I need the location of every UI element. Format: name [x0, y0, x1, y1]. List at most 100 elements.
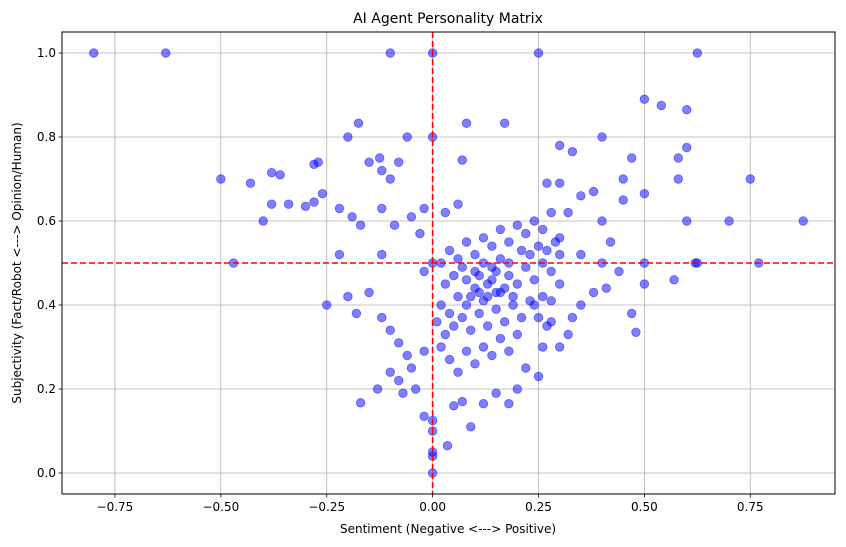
scatter-point: [533, 371, 544, 382]
scatter-point: [355, 220, 366, 230]
scatter-point: [402, 350, 412, 361]
scatter-point: [563, 329, 573, 340]
scatter-point: [692, 48, 703, 58]
scatter-point: [374, 153, 385, 163]
scatter-point: [440, 207, 451, 218]
scatter-point: [542, 321, 552, 331]
scatter-point: [398, 388, 408, 398]
scatter-point: [546, 266, 556, 277]
scatter-point: [385, 48, 395, 58]
scatter-point: [550, 237, 561, 247]
scatter-point: [538, 291, 548, 302]
y-tick-label: 0.8: [37, 130, 56, 144]
scatter-point: [442, 441, 453, 451]
scatter-point: [533, 312, 544, 323]
scatter-point: [436, 300, 446, 310]
scatter-point: [546, 207, 556, 218]
scatter-point: [504, 399, 514, 409]
scatter-point: [372, 384, 383, 394]
scatter-point: [343, 291, 353, 302]
scatter-point: [673, 153, 683, 163]
scatter-point: [482, 279, 493, 289]
scatter-point: [495, 333, 506, 344]
scatter-point: [576, 300, 586, 310]
scatter-point: [512, 329, 523, 340]
scatter-point: [461, 300, 472, 310]
scatter-point: [245, 178, 256, 188]
scatter-point: [516, 312, 527, 323]
scatter-point: [554, 178, 565, 188]
scatter-point: [436, 342, 446, 352]
scatter-point: [601, 283, 611, 293]
scatter-point: [474, 308, 484, 319]
scatter-point: [745, 174, 755, 184]
reference-lines: [62, 32, 835, 494]
scatter-point: [389, 220, 400, 230]
scatter-point: [669, 275, 679, 285]
scatter-point: [588, 186, 599, 197]
scatter-point: [508, 291, 518, 302]
scatter-point: [491, 266, 501, 277]
x-tick-label: 0.75: [737, 500, 764, 514]
scatter-point: [402, 132, 412, 142]
scatter-point: [639, 279, 650, 289]
scatter-point: [444, 308, 455, 319]
scatter-point: [466, 325, 476, 335]
scatter-point: [529, 216, 539, 226]
x-axis-ticks: −0.75 −0.50 −0.25 0.00 0.25 0.50 0.75: [97, 494, 764, 514]
scatter-point: [394, 338, 404, 348]
scatter-point: [478, 342, 489, 352]
scatter-point: [631, 327, 641, 338]
scatter-point: [682, 104, 692, 115]
scatter-point: [618, 195, 628, 205]
scatter-point: [309, 159, 319, 170]
scatter-point: [457, 396, 467, 407]
scatter-point: [504, 237, 514, 247]
scatter-point: [415, 228, 425, 239]
scatter-point: [682, 216, 692, 226]
y-tick-label: 0.4: [37, 298, 56, 312]
scatter-point: [351, 308, 362, 319]
scatter-point: [216, 174, 226, 184]
scatter-point: [499, 118, 510, 128]
scatter-point: [639, 94, 650, 104]
scatter-point: [449, 270, 459, 281]
scatter-point: [377, 249, 387, 260]
scatter-point: [410, 384, 421, 394]
scatter-point: [546, 296, 556, 306]
scatter-point: [516, 245, 527, 256]
x-tick-label: −0.50: [202, 500, 239, 514]
scatter-point: [406, 212, 417, 222]
scatter-point: [457, 312, 467, 323]
scatter-point: [322, 300, 332, 310]
scatter-point: [161, 48, 171, 58]
scatter-point: [656, 100, 667, 111]
scatter-point: [385, 325, 395, 335]
scatter-point: [491, 287, 501, 298]
scatter-point: [521, 363, 531, 373]
scatter-point: [432, 317, 442, 327]
scatter-point: [597, 132, 607, 142]
scatter-point: [353, 118, 364, 128]
scatter-point: [283, 199, 294, 209]
chart-title: AI Agent Personality Matrix: [353, 11, 543, 27]
scatter-point: [576, 249, 586, 260]
scatter-point: [466, 291, 476, 302]
scatter-point: [266, 199, 277, 209]
scatter-point: [419, 203, 429, 214]
scatter-point: [554, 342, 565, 352]
x-tick-label: 0.50: [631, 500, 658, 514]
scatter-point: [482, 291, 493, 302]
scatter-point: [334, 249, 345, 260]
scatter-point: [364, 287, 374, 298]
scatter-point: [626, 153, 637, 163]
scatter-point: [554, 140, 565, 151]
scatter-point: [478, 233, 489, 243]
scatter-point: [317, 188, 328, 199]
scatter-point: [377, 165, 387, 176]
x-axis-label: Sentiment (Negative <---> Positive): [340, 522, 556, 536]
scatter-point: [394, 375, 404, 386]
scatter-point: [478, 399, 489, 409]
scatter-point: [521, 228, 531, 239]
scatter-point: [588, 287, 599, 298]
